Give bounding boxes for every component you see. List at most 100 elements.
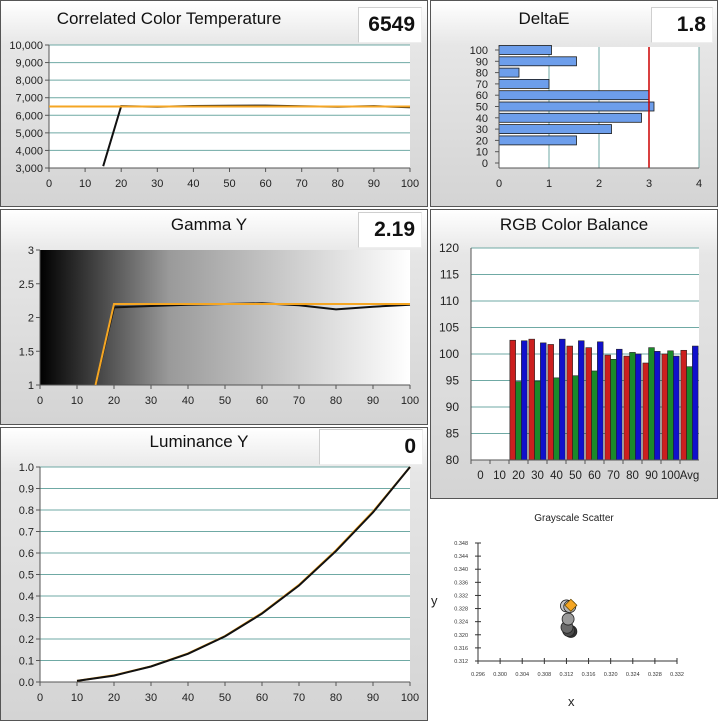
rgb-xtick-label: 80	[626, 470, 639, 482]
rgb-bar	[547, 344, 554, 461]
luminance-readout: 0	[319, 429, 423, 465]
scatter-xtick-label: 0.312	[560, 672, 574, 678]
cct-ytick-label: 10,000	[9, 40, 43, 52]
gamma-panel: Gamma Y 2.19 1 1.5 2 2.5 3 0 10 20 30 40 50 60 70 80 9…	[0, 209, 428, 425]
lum-ytick-label: 0.0	[19, 677, 34, 689]
lum-ytick-label: 0.8	[19, 505, 34, 517]
cct-xtick-label: 20	[115, 178, 127, 190]
gamma-xtick-label: 90	[367, 395, 379, 407]
lum-xtick-label: 20	[108, 692, 120, 704]
cct-xtick-label: 90	[368, 178, 380, 190]
cct-xtick-label: 100	[401, 178, 419, 190]
luminance-panel: Luminance Y 0 0.0 0.1 0.2 0.3 0.4 0.5 0.6 0.7 0.…	[0, 427, 428, 721]
deltae-xtick-label: 1	[546, 178, 552, 190]
rgb-bar	[623, 355, 630, 461]
rgb-bar	[616, 348, 623, 461]
cct-ytick-label: 4,000	[15, 145, 43, 157]
rgb-bar	[629, 352, 636, 461]
cct-panel: Correlated Color Temperature 6549 3,000 4…	[0, 0, 428, 207]
luminance-title: Luminance Y	[149, 432, 249, 451]
gamma-xtick-label: 80	[330, 395, 342, 407]
deltae-ytick-label: 30	[476, 124, 488, 136]
rgb-bar	[521, 340, 528, 461]
scatter-xlabel: x	[568, 694, 575, 709]
cct-ytick-label: 8,000	[15, 75, 43, 87]
rgb-bar	[553, 377, 560, 461]
deltae-bar	[498, 124, 612, 134]
rgb-bar	[591, 370, 598, 461]
rgb-bar	[534, 380, 541, 461]
deltae-ytick-label: 40	[476, 113, 488, 125]
rgb-bar	[572, 375, 579, 461]
rgb-xtick-label: 100	[661, 470, 680, 482]
scatter-ytick-label: 0.328	[454, 607, 468, 613]
gamma-ytick-label: 2	[28, 313, 34, 325]
deltae-bar	[498, 79, 550, 89]
lum-xtick-label: 40	[182, 692, 194, 704]
scatter-title: Grayscale Scatter	[534, 513, 614, 524]
scatter-point	[561, 612, 575, 626]
rgb-bar	[610, 359, 617, 461]
scatter-ytick-label: 0.324	[454, 620, 468, 626]
lum-xtick-label: 60	[256, 692, 268, 704]
rgb-bar	[692, 345, 699, 461]
deltae-title: DeltaE	[518, 9, 570, 28]
gamma-chart: 11.522.530 10 20 30 40 50 60 70 80 90 100	[19, 245, 419, 407]
rgb-title: RGB Color Balance	[499, 215, 649, 234]
rgb-xtick-label: 60	[588, 470, 601, 482]
lum-ytick-label: 1.0	[19, 462, 34, 474]
lum-ytick-label: 0.1	[19, 656, 34, 668]
cct-xtick-label: 50	[223, 178, 235, 190]
deltae-ytick-label: 0	[482, 158, 488, 170]
cct-ytick-label: 7,000	[15, 93, 43, 105]
rgb-bar	[667, 350, 674, 461]
rgb-xtick-label: 70	[607, 470, 620, 482]
lum-ytick-label: 0.6	[19, 548, 34, 560]
lum-ytick-label: 0.9	[19, 484, 34, 496]
gamma-xtick-label: 20	[108, 395, 120, 407]
scatter-ytick-label: 0.344	[454, 554, 468, 560]
scatter-chart: 0.312 0.316 0.320 0.324 0.328 0.332 0.336 0.340…	[454, 541, 684, 678]
gamma-xtick-label: 60	[256, 395, 268, 407]
deltae-bar	[498, 56, 577, 67]
rgb-bar	[673, 355, 680, 461]
rgb-xtick-label: 10	[493, 470, 506, 482]
deltae-ytick-label: 80	[476, 68, 488, 80]
gamma-ytick-label: 3	[28, 245, 34, 257]
rgb-xtick-label: 0	[477, 470, 483, 482]
scatter-xtick-label: 0.320	[604, 672, 618, 678]
deltae-bar	[498, 101, 655, 112]
deltae-ytick-label: 100	[470, 45, 488, 57]
scatter-xtick-label: 0.316	[582, 672, 596, 678]
cct-ytick-label: 6,000	[15, 110, 43, 122]
lum-ytick-label: 0.2	[19, 634, 34, 646]
rgb-ytick-label: 85	[446, 427, 460, 441]
gamma-xtick-label: 40	[182, 395, 194, 407]
rgb-bar	[604, 354, 611, 461]
rgb-ytick-label: 105	[439, 321, 459, 335]
rgb-bar	[578, 340, 585, 461]
cct-ytick-label: 5,000	[15, 128, 43, 140]
rgb-ytick-label: 90	[446, 400, 460, 414]
gamma-xtick-label: 70	[293, 395, 305, 407]
scatter-ytick-label: 0.336	[454, 580, 468, 586]
lum-xtick-label: 100	[401, 692, 419, 704]
deltae-bar	[498, 112, 642, 123]
rgb-bar	[661, 353, 668, 461]
rgb-bar	[642, 362, 649, 461]
rgb-xtick-label: 30	[531, 470, 544, 482]
lum-xtick-label: 80	[330, 692, 342, 704]
cct-xtick-label: 10	[79, 178, 91, 190]
scatter-xtick-label: 0.324	[626, 672, 640, 678]
deltae-bar	[498, 135, 577, 146]
cct-xtick-label: 60	[259, 178, 271, 190]
cct-xtick-label: 70	[296, 178, 308, 190]
deltae-ytick-label: 50	[476, 102, 488, 114]
deltae-ytick-label: 70	[476, 79, 488, 91]
lum-xtick-label: 30	[145, 692, 157, 704]
deltae-bar	[498, 45, 552, 55]
lum-ytick-label: 0.4	[19, 591, 34, 603]
gamma-xtick-label: 10	[71, 395, 83, 407]
deltae-xtick-label: 3	[646, 178, 652, 190]
lum-xtick-label: 90	[367, 692, 379, 704]
